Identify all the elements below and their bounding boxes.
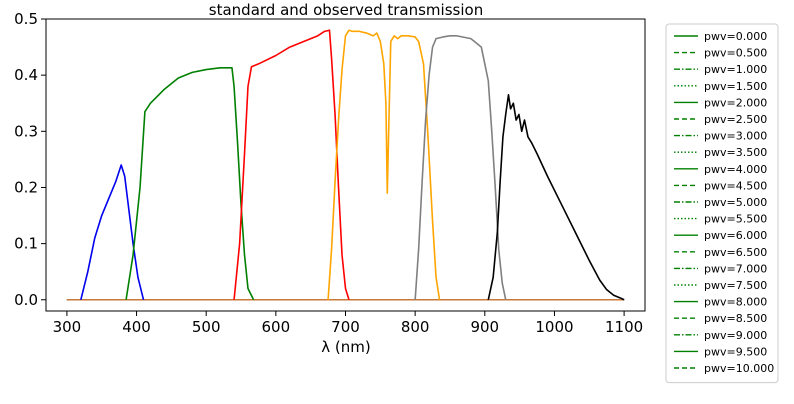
x-tick-label: 900 [470, 318, 499, 336]
legend-label: pwv=4.500 [704, 179, 767, 192]
legend-label: pwv=0.000 [704, 30, 767, 43]
legend-label: pwv=4.000 [704, 163, 767, 176]
legend-label: pwv=9.000 [704, 329, 767, 342]
chart-title: standard and observed transmission [209, 1, 483, 19]
x-tick-label: 400 [122, 318, 151, 336]
y-tick-label: 0.4 [14, 66, 38, 84]
legend-label: pwv=7.000 [704, 262, 767, 275]
legend-label: pwv=9.500 [704, 345, 767, 358]
y-tick-label: 0.3 [14, 122, 38, 140]
x-tick-label: 1100 [605, 318, 643, 336]
legend-label: pwv=0.500 [704, 47, 767, 60]
legend-label: pwv=3.500 [704, 146, 767, 159]
x-tick-label: 300 [53, 318, 82, 336]
legend-label: pwv=5.500 [704, 213, 767, 226]
legend: pwv=0.000 pwv=0.500 pwv=1.000 pwv=1.500 pwv=… [665, 23, 779, 384]
legend-label: pwv=8.000 [704, 296, 767, 309]
x-tick-label: 800 [401, 318, 430, 336]
legend-label: pwv=3.000 [704, 130, 767, 143]
y-axis: 0.0 0.1 0.2 0.3 0.4 0.5 [14, 10, 46, 309]
legend-label: pwv=6.500 [704, 246, 767, 259]
x-tick-label: 600 [262, 318, 291, 336]
series-line-2 [233, 29, 350, 301]
legend-label: pwv=10.000 [704, 362, 774, 375]
legend-label: pwv=8.500 [704, 312, 767, 325]
legend-label: pwv=1.000 [704, 63, 767, 76]
series-line-5 [487, 94, 625, 301]
series-line-4 [414, 35, 507, 300]
legend-box [665, 23, 779, 384]
plot-area [66, 29, 625, 301]
x-tick-label: 500 [192, 318, 221, 336]
legend-label: pwv=2.000 [704, 96, 767, 109]
legend-label: pwv=6.000 [704, 229, 767, 242]
x-tick-label: 1000 [535, 318, 573, 336]
x-tick-label: 700 [331, 318, 360, 336]
legend-label: pwv=1.500 [704, 80, 767, 93]
y-tick-label: 0.0 [14, 291, 38, 309]
series-line-1 [125, 67, 255, 301]
series-line-3 [327, 29, 441, 300]
legend-label: pwv=5.000 [704, 196, 767, 209]
x-axis-label: λ (nm) [321, 338, 370, 356]
y-tick-label: 0.2 [14, 178, 38, 196]
y-tick-label: 0.5 [14, 10, 38, 28]
x-axis: 300 400 500 600 700 800 900 1000 1100 [53, 311, 643, 336]
y-tick-label: 0.1 [14, 235, 38, 253]
legend-label: pwv=2.500 [704, 113, 767, 126]
series-line-0 [80, 164, 145, 300]
legend-label: pwv=7.500 [704, 279, 767, 292]
